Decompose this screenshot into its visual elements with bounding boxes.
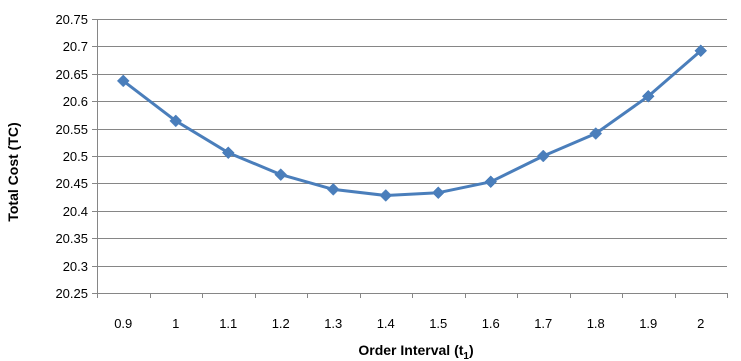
y-tick-label: 20.35: [55, 231, 88, 246]
data-point-marker: [116, 74, 130, 88]
data-point-marker: [484, 175, 498, 189]
y-tick-label: 20.6: [63, 94, 88, 109]
x-tick-label: 1.8: [587, 316, 605, 331]
y-tick-label: 20.25: [55, 286, 88, 301]
y-tick-label: 20.7: [63, 39, 88, 54]
y-tick-label: 20.3: [63, 259, 88, 274]
data-point-marker: [274, 168, 288, 181]
y-tick-labels: 20.25 20.3 20.35 20.4 20.45 20.5 20.55 20.6 20.6…: [55, 12, 88, 301]
y-tick-label: 20.75: [55, 12, 88, 27]
x-axis-title: Order Interval (t1): [358, 342, 473, 361]
y-tick-label: 20.4: [63, 204, 88, 219]
data-point-marker: [169, 114, 183, 128]
gridlines: [97, 19, 727, 267]
data-point-marker: [326, 183, 340, 196]
x-axis-title-close: ): [469, 342, 474, 358]
x-tick-label: 1.2: [272, 316, 290, 331]
y-tick-label: 20.55: [55, 122, 88, 137]
x-tick-label: 1.9: [639, 316, 657, 331]
data-series: [116, 44, 708, 202]
data-point-marker: [589, 127, 603, 140]
x-axis-title-subscript: 1: [463, 351, 469, 361]
x-tick-label: 1.4: [377, 316, 395, 331]
data-point-marker: [694, 44, 708, 58]
data-point-marker: [221, 146, 235, 160]
x-tick-label: 1.5: [429, 316, 447, 331]
x-tick-labels: 0.9 1 1.1 1.2 1.3 1.4 1.5 1.6 1.7 1.8 1.9 2: [114, 316, 704, 331]
y-tick-label: 20.5: [63, 149, 88, 164]
series-line: [122, 49, 702, 197]
x-tick-label: 1: [172, 316, 179, 331]
y-axis-title: Total Cost (TC): [5, 122, 21, 221]
data-point-marker: [379, 189, 393, 202]
y-tick-label: 20.45: [55, 176, 88, 191]
y-tick-label: 20.65: [55, 67, 88, 82]
x-tick-label: 1.6: [482, 316, 500, 331]
x-tick-label: 1.1: [219, 316, 237, 331]
x-tick-label: 1.7: [534, 316, 552, 331]
x-tick-label: 0.9: [114, 316, 132, 331]
x-tick-label: 1.3: [324, 316, 342, 331]
axes: [92, 19, 728, 298]
x-axis-title-main: Order Interval (t: [358, 342, 463, 358]
data-point-marker: [431, 186, 445, 200]
x-tick-label: 2: [697, 316, 704, 331]
data-point-marker: [536, 149, 550, 163]
data-point-marker: [641, 89, 655, 103]
